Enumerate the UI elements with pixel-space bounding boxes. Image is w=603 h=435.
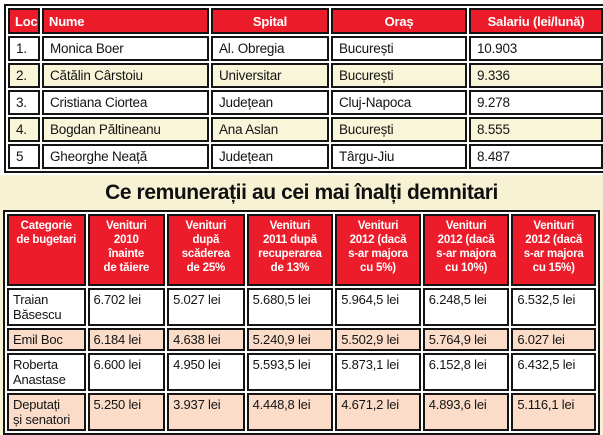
data-cell-hospital: Universitar	[211, 63, 329, 88]
data-cell-amount: 5.027 lei	[167, 288, 245, 326]
data-cell-name: Monica Boer	[42, 36, 209, 61]
data-cell-amount: 6.600 lei	[87, 353, 166, 391]
header-cell-venituri-2010: Venituri 2010 înainte de tăiere	[87, 214, 166, 286]
data-cell-amount: 5.873,1 lei	[335, 353, 421, 391]
data-cell-amount: 6.532,5 lei	[511, 288, 596, 326]
income-header-row: Categorie de bugetari Venituri 2010 înai…	[7, 214, 596, 286]
header-cell-venituri-minus25: Venituri după scăderea de 25%	[167, 214, 245, 286]
header-cell-venituri-2012-15: Venituri 2012 (dacă s-ar majora cu 15%)	[511, 214, 596, 286]
salaries-table: Loc Nume Spital Oraș Salariu (lei/lună) …	[4, 4, 603, 173]
data-cell-amount: 6.702 lei	[87, 288, 166, 326]
data-cell-amount: 5.593,5 lei	[246, 353, 334, 391]
data-cell-category: Emil Boc	[7, 328, 86, 351]
data-cell-amount: 5.680,5 lei	[246, 288, 334, 326]
section-title: Ce remunerații au cei mai înalți demnita…	[105, 180, 498, 204]
table-row: Traian Băsescu 6.702 lei 5.027 lei 5.680…	[7, 288, 596, 326]
data-cell-name: Cristiana Ciortea	[42, 90, 209, 115]
header-cell-categorie: Categorie de bugetari	[7, 214, 86, 286]
header-cell-venituri-2012-5: Venituri 2012 (dacă s-ar majora cu 5%)	[335, 214, 421, 286]
data-cell-amount: 4.448,8 lei	[246, 393, 334, 431]
data-cell-amount: 4.950 lei	[167, 353, 245, 391]
data-cell-amount: 5.964,5 lei	[335, 288, 421, 326]
data-cell-category: Deputați și senatori	[7, 393, 86, 431]
data-cell-amount: 4.638 lei	[167, 328, 245, 351]
data-cell-salary: 10.903	[469, 36, 603, 61]
header-cell-salariu: Salariu (lei/lună)	[469, 8, 603, 34]
header-cell-nume: Nume	[42, 8, 209, 34]
data-cell-amount: 6.248,5 lei	[422, 288, 510, 326]
table-row: Emil Boc 6.184 lei 4.638 lei 5.240,9 lei…	[7, 328, 596, 351]
data-cell-name: Bogdan Păltineanu	[42, 117, 209, 142]
data-cell-hospital: Al. Obregia	[211, 36, 329, 61]
table-row: 1. Monica Boer Al. Obregia București 10.…	[8, 36, 603, 61]
salaries-table-section: Loc Nume Spital Oraș Salariu (lei/lună) …	[0, 0, 603, 175]
table-row: 2. Cătălin Cârstoiu Universitar Bucureșt…	[8, 63, 603, 88]
data-cell-city: București	[331, 36, 467, 61]
data-cell-amount: 6.184 lei	[87, 328, 166, 351]
data-cell-amount: 3.937 lei	[167, 393, 245, 431]
data-cell-hospital: Județean	[211, 144, 329, 169]
table-row: Roberta Anastase 6.600 lei 4.950 lei 5.5…	[7, 353, 596, 391]
header-cell-spital: Spital	[211, 8, 329, 34]
data-cell-city: București	[331, 117, 467, 142]
data-cell-amount: 4.893,6 lei	[422, 393, 510, 431]
data-cell-city: Târgu-Jiu	[331, 144, 467, 169]
data-cell-amount: 6.432,5 lei	[511, 353, 596, 391]
header-cell-loc: Loc	[8, 8, 40, 34]
data-cell-rank: 2.	[8, 63, 40, 88]
table-row: 4. Bogdan Păltineanu Ana Aslan București…	[8, 117, 603, 142]
data-cell-salary: 9.278	[469, 90, 603, 115]
data-cell-salary: 8.555	[469, 117, 603, 142]
salaries-header-row: Loc Nume Spital Oraș Salariu (lei/lună)	[8, 8, 603, 34]
data-cell-hospital: Ana Aslan	[211, 117, 329, 142]
data-cell-city: București	[331, 63, 467, 88]
data-cell-name: Cătălin Cârstoiu	[42, 63, 209, 88]
data-cell-amount: 5.240,9 lei	[246, 328, 334, 351]
data-cell-amount: 6.152,8 lei	[422, 353, 510, 391]
data-cell-amount: 4.671,2 lei	[335, 393, 421, 431]
table-row: Deputați și senatori 5.250 lei 3.937 lei…	[7, 393, 596, 431]
header-cell-venituri-2011: Venituri 2011 după recuperarea de 13%	[246, 214, 334, 286]
table-row: 3. Cristiana Ciortea Județean Cluj-Napoc…	[8, 90, 603, 115]
data-cell-amount: 5.116,1 lei	[511, 393, 596, 431]
data-cell-rank: 3.	[8, 90, 40, 115]
dignitaries-income-table: Categorie de bugetari Venituri 2010 înai…	[3, 210, 600, 435]
header-cell-oras: Oraș	[331, 8, 467, 34]
data-cell-category: Roberta Anastase	[7, 353, 86, 391]
data-cell-hospital: Județean	[211, 90, 329, 115]
data-cell-salary: 8.487	[469, 144, 603, 169]
data-cell-city: Cluj-Napoca	[331, 90, 467, 115]
data-cell-rank: 4.	[8, 117, 40, 142]
data-cell-salary: 9.336	[469, 63, 603, 88]
data-cell-amount: 5.250 lei	[87, 393, 166, 431]
header-cell-venituri-2012-10: Venituri 2012 (dacă s-ar majora cu 10%)	[422, 214, 510, 286]
data-cell-amount: 5.764,9 lei	[422, 328, 510, 351]
table-row: 5 Gheorghe Neață Județean Târgu-Jiu 8.48…	[8, 144, 603, 169]
data-cell-name: Gheorghe Neață	[42, 144, 209, 169]
data-cell-amount: 5.502,9 lei	[335, 328, 421, 351]
data-cell-rank: 5	[8, 144, 40, 169]
data-cell-amount: 6.027 lei	[511, 328, 596, 351]
data-cell-category: Traian Băsescu	[7, 288, 86, 326]
data-cell-rank: 1.	[8, 36, 40, 61]
